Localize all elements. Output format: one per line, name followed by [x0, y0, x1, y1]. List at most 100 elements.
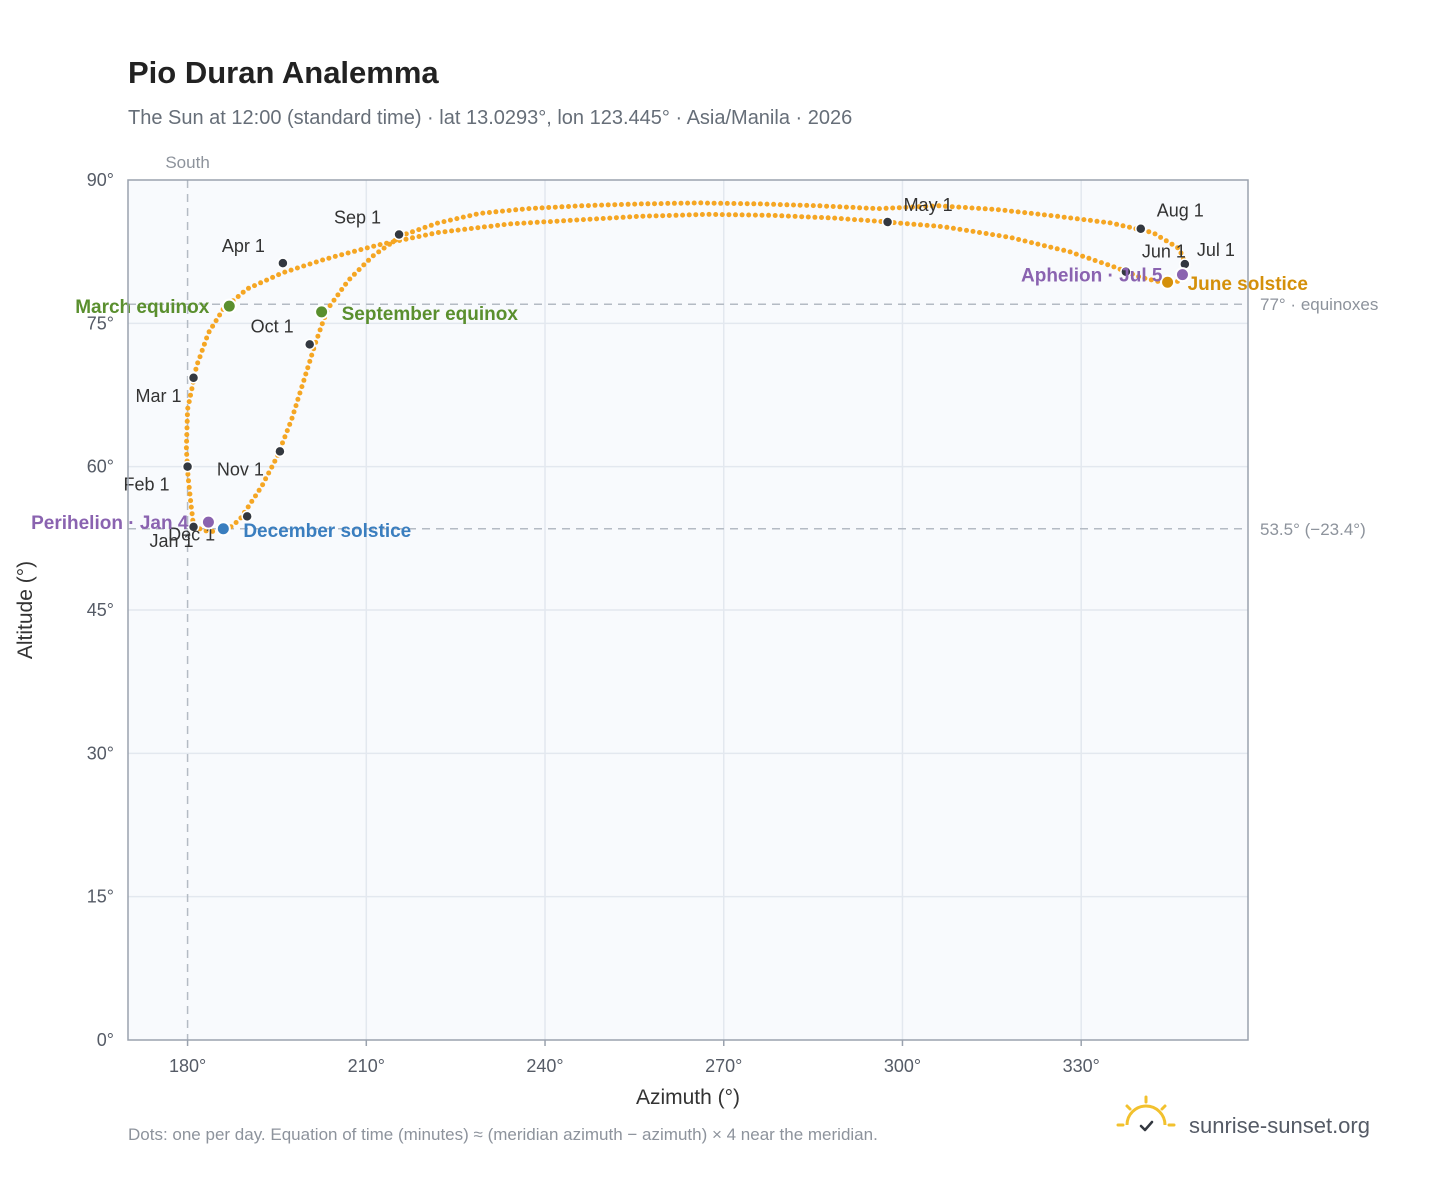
daily-dot [184, 432, 190, 438]
daily-dot [678, 200, 684, 206]
daily-dot [1081, 217, 1087, 223]
daily-dot [282, 434, 288, 440]
event-marker [215, 521, 231, 537]
daily-dot [620, 214, 626, 220]
x-tick-label: 240° [526, 1056, 563, 1076]
daily-dot [307, 261, 313, 267]
daily-dot [962, 205, 968, 210]
month-marker-label: Aug 1 [1157, 201, 1204, 221]
daily-dot [726, 212, 732, 218]
daily-dot [276, 272, 282, 278]
daily-dot [301, 263, 307, 269]
daily-dot [495, 222, 501, 228]
daily-dot [898, 220, 904, 226]
daily-dot [640, 213, 646, 219]
daily-dot [561, 218, 567, 224]
daily-dot [410, 235, 415, 241]
daily-dot [1146, 229, 1152, 235]
daily-dot [647, 213, 652, 219]
month-marker-label: Apr 1 [222, 236, 265, 256]
daily-dot [547, 219, 553, 225]
daily-dot [779, 213, 785, 219]
daily-dot [435, 220, 440, 226]
daily-dot [303, 371, 309, 377]
month-marker [1120, 265, 1132, 278]
axis-ticks: 180° 210° 240° 270° 300° 330° 0° 15° 30° 45° 60° 75… [87, 170, 1100, 1076]
event-label: September equinox [342, 304, 519, 325]
daily-dot [824, 203, 830, 209]
daily-dot [326, 255, 332, 261]
daily-dot [467, 213, 473, 219]
daily-dot [184, 412, 190, 418]
y-tick-label: 75° [87, 313, 114, 333]
month-marker-label: Jul 1 [1197, 240, 1235, 260]
daily-dot [625, 201, 631, 207]
daily-dot [937, 224, 943, 229]
daily-dot [759, 212, 765, 218]
daily-dot [343, 281, 349, 287]
daily-dot [186, 484, 192, 490]
daily-dot [605, 202, 611, 208]
daily-dot [263, 476, 269, 482]
daily-dot [442, 229, 448, 235]
daily-dot [253, 493, 258, 499]
month-marker [241, 510, 253, 523]
daily-dot [977, 230, 982, 235]
daily-dot [579, 203, 585, 209]
daily-dot [534, 219, 540, 225]
daily-dot [416, 234, 422, 239]
daily-dot [293, 403, 299, 409]
daily-dot [585, 203, 591, 209]
x-tick-label: 210° [348, 1056, 385, 1076]
daily-dot [197, 354, 203, 360]
daily-dot [658, 201, 664, 207]
daily-dot [186, 399, 192, 405]
reference-line-label: 53.5° (−23.4°) [1260, 520, 1366, 539]
daily-dot [1074, 216, 1080, 222]
daily-dot [1055, 213, 1061, 219]
daily-dot [843, 204, 849, 210]
daily-dot [724, 200, 730, 206]
daily-dot [184, 425, 190, 431]
daily-dot [435, 230, 441, 235]
daily-dot [185, 405, 191, 411]
daily-dot [1022, 238, 1028, 244]
daily-dot [1120, 223, 1126, 229]
event-marker [1174, 267, 1190, 283]
daily-dot [1107, 220, 1113, 226]
daily-dot [572, 203, 578, 209]
daily-dot [447, 217, 453, 223]
daily-dot [950, 225, 956, 231]
daily-dot [1158, 234, 1164, 240]
daily-dot [1094, 218, 1100, 224]
daily-dot [693, 212, 699, 218]
daily-dot [838, 216, 844, 222]
daily-dot [857, 205, 863, 211]
daily-dot [680, 212, 686, 218]
daily-dot [587, 216, 593, 222]
footnote: Dots: one per day. Equation of time (min… [128, 1125, 878, 1144]
daily-dot [771, 201, 777, 207]
daily-dot [757, 201, 763, 207]
month-marker [187, 521, 200, 533]
daily-dot [260, 482, 266, 488]
daily-dot [473, 211, 479, 217]
daily-dot [309, 352, 315, 358]
daily-dot [184, 438, 190, 444]
month-marker [274, 445, 286, 458]
x-tick-label: 180° [169, 1056, 206, 1076]
month-marker-label: Mar 1 [136, 386, 182, 406]
daily-dot [1111, 264, 1117, 270]
event-marker [200, 514, 216, 530]
daily-dot [799, 214, 805, 220]
daily-dot [188, 504, 194, 510]
month-marker [881, 216, 894, 228]
daily-dot [270, 274, 276, 280]
daily-dot [911, 221, 917, 227]
daily-dot [488, 223, 494, 229]
month-marker-label: Sep 1 [334, 207, 381, 227]
daily-dot [289, 415, 295, 421]
daily-dot [1127, 224, 1132, 230]
daily-dot [297, 390, 303, 396]
daily-dot [1136, 274, 1142, 280]
